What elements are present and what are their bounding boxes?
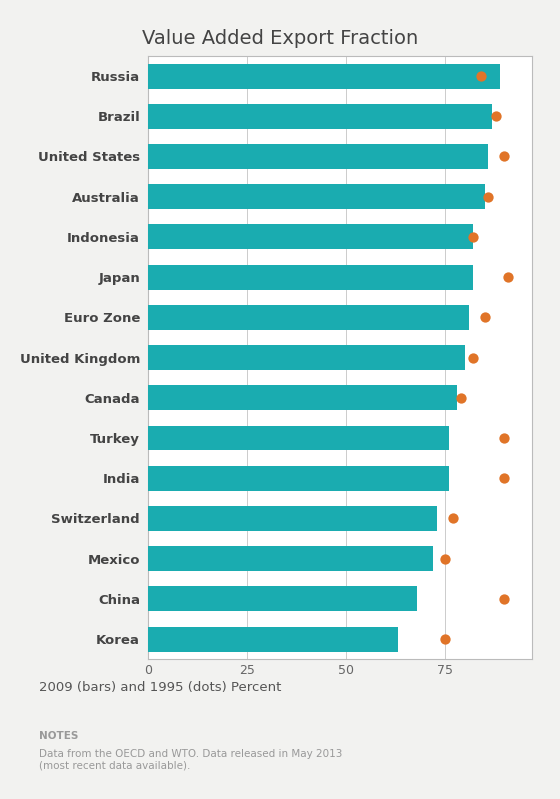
Point: [441, 552, 450, 565]
Bar: [148, 385, 457, 410]
Point: [500, 592, 509, 605]
Bar: [148, 144, 488, 169]
Bar: [148, 547, 433, 571]
Point: [476, 70, 485, 82]
Point: [484, 190, 493, 203]
Text: 2009 (bars) and 1995 (dots) Percent: 2009 (bars) and 1995 (dots) Percent: [39, 681, 282, 694]
Point: [456, 392, 465, 404]
Bar: [148, 506, 437, 531]
Text: Data from the OECD and WTO. Data released in May 2013
(most recent data availabl: Data from the OECD and WTO. Data release…: [39, 749, 343, 770]
Point: [441, 633, 450, 646]
Bar: [148, 426, 449, 451]
Bar: [148, 185, 484, 209]
Point: [500, 431, 509, 444]
Bar: [148, 626, 398, 651]
Bar: [148, 64, 501, 89]
Bar: [148, 225, 473, 249]
Point: [449, 512, 458, 525]
Bar: [148, 345, 465, 370]
Point: [504, 271, 513, 284]
Point: [500, 471, 509, 484]
Text: NOTES: NOTES: [39, 731, 78, 741]
Point: [480, 311, 489, 324]
Point: [468, 352, 477, 364]
Bar: [148, 586, 417, 611]
Bar: [148, 305, 469, 330]
Bar: [148, 104, 492, 129]
Point: [500, 150, 509, 163]
Bar: [148, 264, 473, 289]
Point: [492, 109, 501, 122]
Bar: [148, 466, 449, 491]
Point: [468, 230, 477, 243]
Text: Value Added Export Fraction: Value Added Export Fraction: [142, 29, 418, 48]
